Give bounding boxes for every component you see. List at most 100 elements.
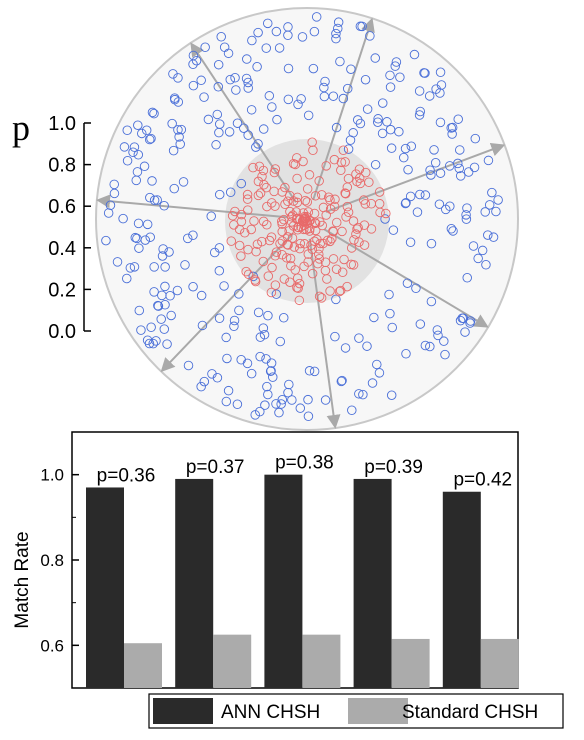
scatter-point <box>153 300 163 311</box>
scatter-point <box>288 221 299 231</box>
scatter-point <box>291 207 302 217</box>
scatter-point <box>470 133 481 144</box>
scatter-point <box>175 139 185 149</box>
scatter-point <box>441 204 451 215</box>
scatter-point <box>277 250 287 260</box>
scatter-point <box>118 213 128 224</box>
scatter-point <box>412 207 423 217</box>
direction-arrow <box>325 142 506 213</box>
scatter-point <box>148 338 158 349</box>
scatter-point <box>434 199 445 209</box>
scatter-point <box>458 313 469 324</box>
scatter-point <box>331 28 341 39</box>
scatter-point <box>357 21 367 32</box>
scatter-point <box>322 274 332 284</box>
scatter-point <box>160 299 170 310</box>
scatter-point <box>253 190 264 201</box>
scatter-point <box>167 118 177 129</box>
scatter-point <box>141 125 152 135</box>
scatter-point <box>285 206 295 217</box>
scatter-point <box>212 109 223 120</box>
scatter-point <box>262 201 272 212</box>
scatter-point <box>214 313 225 324</box>
scatter-point <box>340 189 351 199</box>
legend-swatch <box>348 698 408 724</box>
scatter-point <box>405 237 416 248</box>
scatter-point <box>183 360 194 371</box>
bar <box>86 487 124 688</box>
scatter-point <box>343 173 354 184</box>
scatter-point <box>302 197 312 207</box>
scatter-point <box>455 171 466 181</box>
scatter-point <box>136 325 146 335</box>
scatter-point <box>214 119 225 129</box>
bar-annotation: p=0.39 <box>364 457 423 478</box>
scatter-point <box>420 190 431 200</box>
scatter-point <box>159 324 170 334</box>
scatter-point <box>302 218 312 229</box>
scatter-point <box>128 147 138 157</box>
scatter-point <box>263 310 273 321</box>
scatter-point <box>296 94 306 104</box>
scatter-point <box>366 224 377 234</box>
scatter-point <box>333 17 344 27</box>
legend-swatch <box>153 698 213 724</box>
scatter-point <box>255 188 266 198</box>
scatter-point <box>343 207 354 217</box>
scatter-point <box>290 265 300 275</box>
scatter-point <box>247 35 257 46</box>
scatter-point <box>130 232 141 243</box>
scatter-point <box>370 53 381 63</box>
scatter-point <box>310 191 321 201</box>
scatter-point <box>159 201 169 211</box>
scatter-point <box>455 145 465 155</box>
scatter-point <box>169 183 179 194</box>
scatter-point <box>380 214 390 224</box>
scatter-point <box>176 124 187 135</box>
scatter-point <box>302 184 313 194</box>
scatter-point <box>425 341 435 352</box>
scatter-point <box>236 178 247 189</box>
scatter-point <box>286 217 297 227</box>
scatter-point <box>314 244 324 254</box>
p-axis-tick-label: 0.0 <box>48 321 76 343</box>
bar <box>302 634 341 688</box>
scatter-point <box>405 191 416 202</box>
scatter-point <box>313 258 323 269</box>
scatter-point <box>145 232 155 242</box>
scatter-point <box>145 192 155 203</box>
scatter-point <box>493 195 503 205</box>
scatter-point <box>483 155 494 166</box>
p-axis-tick-label: 0.8 <box>48 155 76 177</box>
scatter-point <box>255 351 265 362</box>
direction-arrow <box>323 228 489 328</box>
scatter-point <box>213 82 224 92</box>
scatter-point <box>149 287 159 297</box>
direction-arrow <box>190 42 297 203</box>
scatter-point <box>304 170 315 180</box>
scatter-point <box>310 225 321 236</box>
center-points <box>226 137 391 306</box>
scatter-point <box>336 376 347 387</box>
scatter-point <box>463 167 474 177</box>
scatter-point <box>139 161 150 172</box>
scatter-point <box>144 338 155 349</box>
scatter-point <box>293 283 303 294</box>
scatter-point <box>234 224 245 235</box>
scatter-point <box>203 114 214 125</box>
scatter-point <box>292 173 302 184</box>
scatter-point <box>340 343 351 353</box>
scatter-point <box>200 42 210 53</box>
bar-annotation: p=0.37 <box>186 457 245 478</box>
scatter-point <box>320 395 331 405</box>
scatter-point <box>270 201 280 211</box>
p-axis: 0.0 0.2 0.4 0.6 0.8 1.0 <box>48 113 91 343</box>
scatter-point <box>367 378 378 388</box>
scatter-point <box>366 198 377 209</box>
bar-panel: p=0.36 p=0.37 p=0.38 p=0.39 p=0.42 0.6 0.8 1.0… <box>12 431 564 729</box>
direction-arrow <box>308 238 341 429</box>
scatter-point <box>295 403 306 413</box>
scatter-point <box>196 381 206 392</box>
scatter-point <box>455 315 466 326</box>
scatter-point <box>329 154 340 165</box>
